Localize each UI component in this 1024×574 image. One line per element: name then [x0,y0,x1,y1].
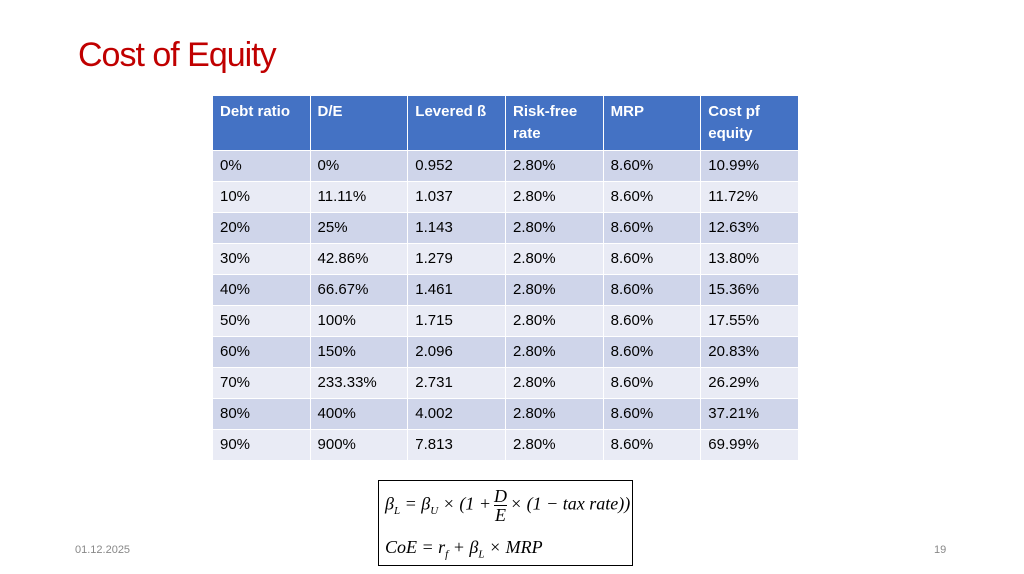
table-row: 60% 150% 2.096 2.80% 8.60% 20.83% [212,336,799,368]
table-cell: 13.80% [700,243,799,275]
table-cell: 66.67% [309,274,409,306]
table-cell: 1.143 [407,212,507,244]
table-cell: 1.715 [407,305,507,337]
table-row: 90% 900% 7.813 2.80% 8.60% 69.99% [212,429,799,461]
table-cell: 8.60% [602,398,702,430]
table-cell: 2.80% [505,398,604,430]
table-cell: 26.29% [700,367,799,399]
table-cell: 8.60% [602,429,702,461]
table-cell: 2.80% [505,274,604,306]
table-cell: 8.60% [602,336,702,368]
table-cell: 1.279 [407,243,507,275]
table-cell: 8.60% [602,274,702,306]
table-cell: 1.461 [407,274,507,306]
table-cell: 2.80% [505,429,604,461]
formula-subscript: f [445,548,449,561]
table-cell: 150% [309,336,409,368]
table-cell: 2.80% [505,336,604,368]
formula-line: CoE = rf + βL × MRP [385,537,543,561]
table-row: 70% 233.33% 2.731 2.80% 8.60% 26.29% [212,367,799,399]
footer-date: 01.12.2025 [75,544,131,556]
table-cell: 20% [212,212,311,244]
table-cell: 8.60% [602,150,702,182]
table-cell: 8.60% [602,243,702,275]
table-cell: 2.80% [505,181,604,213]
formula-line: βL = βU × (1 + D E × (1 − tax rate)) [385,487,630,524]
table-cell: 2.731 [407,367,507,399]
table-cell: 69.99% [700,429,799,461]
table-cell: 8.60% [602,212,702,244]
table-cell: 0% [212,150,311,182]
table-cell: 0.952 [407,150,507,182]
table-cell: 4.002 [407,398,507,430]
table-cell: 10% [212,181,311,213]
table-cell: 42.86% [309,243,409,275]
slide-title: Cost of Equity [78,36,277,74]
table-cell: 2.80% [505,243,604,275]
table-cell: 37.21% [700,398,799,430]
table-cell: 15.36% [700,274,799,306]
table-row: 50% 100% 1.715 2.80% 8.60% 17.55% [212,305,799,337]
header-cell: Risk-free rate [505,95,604,151]
table-cell: 90% [212,429,311,461]
table-row: 30% 42.86% 1.279 2.80% 8.60% 13.80% [212,243,799,275]
table-cell: 8.60% [602,367,702,399]
table-cell: 11.11% [309,181,409,213]
table-row: 80% 400% 4.002 2.80% 8.60% 37.21% [212,398,799,430]
formula-text: β [385,493,394,514]
table-row: 40% 66.67% 1.461 2.80% 8.60% 15.36% [212,274,799,306]
table-cell: 10.99% [700,150,799,182]
header-cell: MRP [602,95,702,151]
formula-text: × (1 + [442,493,491,514]
table-cell: 2.80% [505,367,604,399]
table-cell: 11.72% [700,181,799,213]
table-row: 20% 25% 1.143 2.80% 8.60% 12.63% [212,212,799,244]
table-cell: 2.80% [505,150,604,182]
table-cell: 60% [212,336,311,368]
formula-subscript: U [430,505,439,518]
table-cell: 8.60% [602,181,702,213]
table-cell: 17.55% [700,305,799,337]
formula-text: × (1 − tax rate)) [509,493,631,514]
table-cell: 2.80% [505,305,604,337]
header-cell: Debt ratio [212,95,311,151]
table-cell: 1.037 [407,181,507,213]
table-row: 10% 11.11% 1.037 2.80% 8.60% 11.72% [212,181,799,213]
table-row: 0% 0% 0.952 2.80% 8.60% 10.99% [212,150,799,182]
formula-text: × MRP [488,537,543,557]
formula-box: βL = βU × (1 + D E × (1 − tax rate)) CoE = … [378,480,633,566]
header-row: Debt ratio D/E Levered ß Risk-free rate MRP C… [212,95,799,151]
table-cell: 2.80% [505,212,604,244]
table-cell: 80% [212,398,311,430]
numerator: D [493,486,507,506]
header-cell: Levered ß [407,95,507,151]
table-cell: 900% [309,429,409,461]
formula-subscript: L [393,505,401,518]
page-number: 19 [934,544,947,556]
table-cell: 70% [212,367,311,399]
table-cell: 233.33% [309,367,409,399]
formula-text: CoE = r [385,537,446,557]
formula-subscript: L [478,548,485,561]
table-cell: 12.63% [700,212,799,244]
table-cell: 2.096 [407,336,507,368]
table-cell: 100% [309,305,409,337]
formula-text: = β [404,493,431,514]
table-cell: 7.813 [407,429,507,461]
table-cell: 25% [309,212,409,244]
table-cell: 50% [212,305,311,337]
denominator: E [494,505,506,525]
formula-text: + β [452,537,479,557]
table-cell: 30% [212,243,311,275]
table-cell: 8.60% [602,305,702,337]
header-cell: Cost pf equity [700,95,799,151]
header-cell: D/E [309,95,409,151]
table-cell: 0% [309,150,409,182]
table-cell: 400% [309,398,409,430]
data-table: Debt ratio D/E Levered ß Risk-free rate MRP C… [212,95,799,461]
table-cell: 40% [212,274,311,306]
table-cell: 20.83% [700,336,799,368]
